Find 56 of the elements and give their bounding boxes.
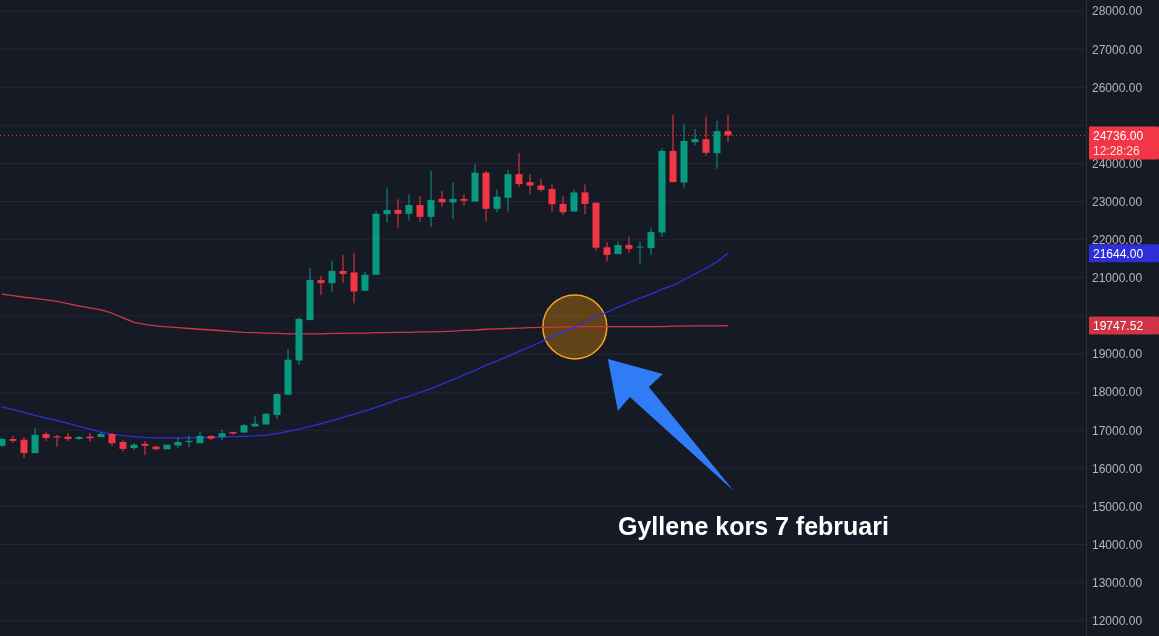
candlestick — [636, 241, 644, 265]
y-tick-label: 24000.00 — [1092, 156, 1143, 171]
candlestick — [9, 435, 17, 444]
candlestick — [328, 260, 336, 293]
text: 19747.52 — [1093, 319, 1144, 334]
y-tick-label: 13000.00 — [1092, 575, 1143, 590]
candlestick — [691, 128, 699, 147]
y-tick-label: 27000.00 — [1092, 42, 1143, 57]
candlestick — [603, 241, 611, 263]
y-tick-label: 22000.00 — [1092, 233, 1143, 248]
candlestick — [75, 435, 83, 441]
candlestick — [713, 120, 721, 170]
candlestick — [350, 252, 358, 304]
y-tick-label: 28000.00 — [1092, 4, 1143, 19]
candlestick — [383, 186, 391, 224]
y-tick-label: 18000.00 — [1092, 385, 1143, 400]
text: 21644.00 — [1093, 246, 1144, 261]
y-tick-label: 14000.00 — [1092, 537, 1143, 552]
candlestick — [218, 429, 226, 441]
y-tick-label: 26000.00 — [1092, 80, 1143, 95]
candlestick — [559, 195, 567, 216]
text: 12:28:26 — [1093, 143, 1141, 158]
line-series — [1, 293, 729, 335]
y-tick-label: 16000.00 — [1092, 461, 1143, 476]
candlestick — [31, 427, 39, 454]
candlestick — [394, 198, 402, 228]
candlestick — [581, 183, 589, 215]
candlestick — [526, 173, 534, 195]
candlestick — [141, 440, 149, 456]
candlestick — [724, 114, 732, 143]
candlestick — [42, 431, 50, 442]
y-tick-label: 21000.00 — [1092, 271, 1143, 286]
y-tick-label: 19000.00 — [1092, 347, 1143, 362]
candlestick — [339, 254, 347, 284]
candlestick — [493, 188, 501, 213]
candlestick — [207, 434, 215, 442]
candlestick — [361, 271, 369, 292]
candlestick — [317, 275, 325, 296]
candlestick — [460, 193, 468, 207]
y-tick-label: 15000.00 — [1092, 499, 1143, 514]
y-tick-label: 23000.00 — [1092, 194, 1143, 209]
candlestick — [405, 193, 413, 222]
candlestick — [625, 236, 633, 254]
candlestick — [647, 227, 655, 256]
y-tick-label: 17000.00 — [1092, 423, 1143, 438]
candlestick — [504, 169, 512, 212]
candlestick — [20, 436, 28, 459]
candlestick — [416, 195, 424, 223]
candlestick — [515, 152, 523, 188]
candlestick — [273, 392, 281, 420]
candlestick — [548, 183, 556, 212]
annotation: Gyllene kors 7 februari — [618, 512, 889, 540]
ref-line-label: 24736.00 — [1093, 128, 1144, 143]
y-tick-label: 12000.00 — [1092, 614, 1143, 629]
candlestick — [427, 170, 435, 228]
candlestick — [537, 178, 545, 193]
